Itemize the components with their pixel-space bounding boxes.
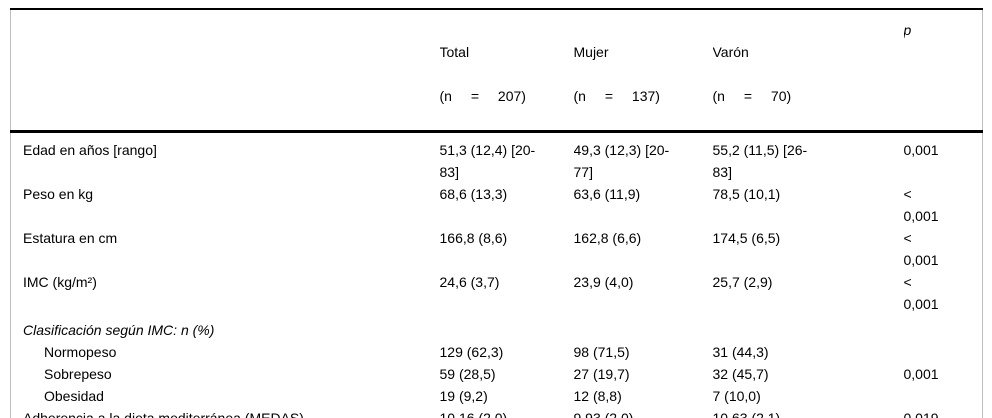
cell-total: 24,6 (3,7) <box>439 274 500 290</box>
cell-p: 0,001 <box>903 366 939 382</box>
cell-varon: 7 (10,0) <box>712 388 761 404</box>
cell-mujer: 49,3 (12,3) [20- 77] <box>573 142 670 180</box>
column-header-varon-n: (n = 70) <box>712 88 792 104</box>
table-row: Normopeso 129 (62,3) 98 (71,5) 31 (44,3) <box>11 341 983 363</box>
table-row: IMC (kg/m²) 24,6 (3,7) 23,9 (4,0) 25,7 (… <box>11 271 983 315</box>
cell-p: < 0,001 <box>903 274 939 312</box>
cell-varon: 10,63 (2,1) <box>712 410 781 418</box>
cell-varon: 32 (45,7) <box>712 366 769 382</box>
table-row: Adherencia a la dieta mediterránea (MEDA… <box>11 407 983 418</box>
column-header-empty <box>11 9 440 132</box>
column-header-varon-label: Varón <box>712 44 749 60</box>
cell-varon: 174,5 (6,5) <box>712 230 781 246</box>
row-label: Adherencia a la dieta mediterránea (MEDA… <box>23 410 304 418</box>
cell-total <box>440 315 574 341</box>
cell-p <box>904 315 983 341</box>
cell-total: 166,8 (8,6) <box>439 230 508 246</box>
cell-p: 0,019 <box>903 410 939 418</box>
header-row: Total (n = 207) Mujer (n = 137) Varón (n… <box>10 9 983 132</box>
descriptive-statistics-table: Total (n = 207) Mujer (n = 137) Varón (n… <box>10 8 983 418</box>
row-label: Estatura en cm <box>23 230 118 246</box>
table-row: Peso en kg 68,6 (13,3) 63,6 (11,9) 78,5 … <box>11 183 983 227</box>
cell-mujer: 9,93 (2,0) <box>573 410 634 418</box>
cell-p: 0,001 <box>903 142 939 158</box>
cell-p <box>904 385 983 407</box>
cell-p: < 0,001 <box>903 186 939 224</box>
column-header-total-label: Total <box>439 44 470 60</box>
cell-mujer <box>574 315 713 341</box>
cell-total: 19 (9,2) <box>439 388 488 404</box>
row-label: Obesidad <box>44 388 104 404</box>
column-header-total: Total (n = 207) <box>440 9 574 132</box>
cell-mujer: 98 (71,5) <box>573 344 630 360</box>
column-header-varon: Varón (n = 70) <box>713 9 904 132</box>
row-label: Edad en años [rango] <box>23 142 157 158</box>
row-label: Peso en kg <box>23 186 94 202</box>
table-row: Edad en años [rango] 51,3 (12,4) [20- 83… <box>11 132 983 184</box>
cell-mujer: 27 (19,7) <box>573 366 630 382</box>
table-row: Estatura en cm 166,8 (8,6) 162,8 (6,6) 1… <box>11 227 983 271</box>
section-label: Clasificación según IMC: n (%) <box>23 322 215 338</box>
cell-total: 129 (62,3) <box>439 344 504 360</box>
cell-mujer: 12 (8,8) <box>573 388 622 404</box>
cell-total: 51,3 (12,4) [20- 83] <box>439 142 536 180</box>
column-header-p: p <box>903 22 912 38</box>
column-header-mujer: Mujer (n = 137) <box>574 9 713 132</box>
row-label: Normopeso <box>44 344 117 360</box>
cell-varon: 25,7 (2,9) <box>712 274 773 290</box>
table-row: Sobrepeso 59 (28,5) 27 (19,7) 32 (45,7) … <box>11 363 983 385</box>
column-header-total-n: (n = 207) <box>439 88 526 104</box>
cell-varon: 55,2 (11,5) [26- 83] <box>712 142 808 180</box>
cell-varon <box>713 315 904 341</box>
row-label: IMC (kg/m²) <box>23 274 97 290</box>
cell-varon: 31 (44,3) <box>712 344 769 360</box>
column-header-mujer-n: (n = 137) <box>573 88 660 104</box>
cell-total: 59 (28,5) <box>439 366 496 382</box>
row-label: Sobrepeso <box>44 366 112 382</box>
table-row: Obesidad 19 (9,2) 12 (8,8) 7 (10,0) <box>11 385 983 407</box>
cell-mujer: 63,6 (11,9) <box>573 186 641 202</box>
cell-varon: 78,5 (10,1) <box>712 186 781 202</box>
table-section-row: Clasificación según IMC: n (%) <box>11 315 983 341</box>
cell-mujer: 23,9 (4,0) <box>573 274 634 290</box>
cell-mujer: 162,8 (6,6) <box>573 230 642 246</box>
cell-total: 10,16 (2,0) <box>439 410 508 418</box>
cell-p: < 0,001 <box>903 230 939 268</box>
cell-p <box>904 341 983 363</box>
column-header-mujer-label: Mujer <box>573 44 609 60</box>
cell-total: 68,6 (13,3) <box>439 186 508 202</box>
